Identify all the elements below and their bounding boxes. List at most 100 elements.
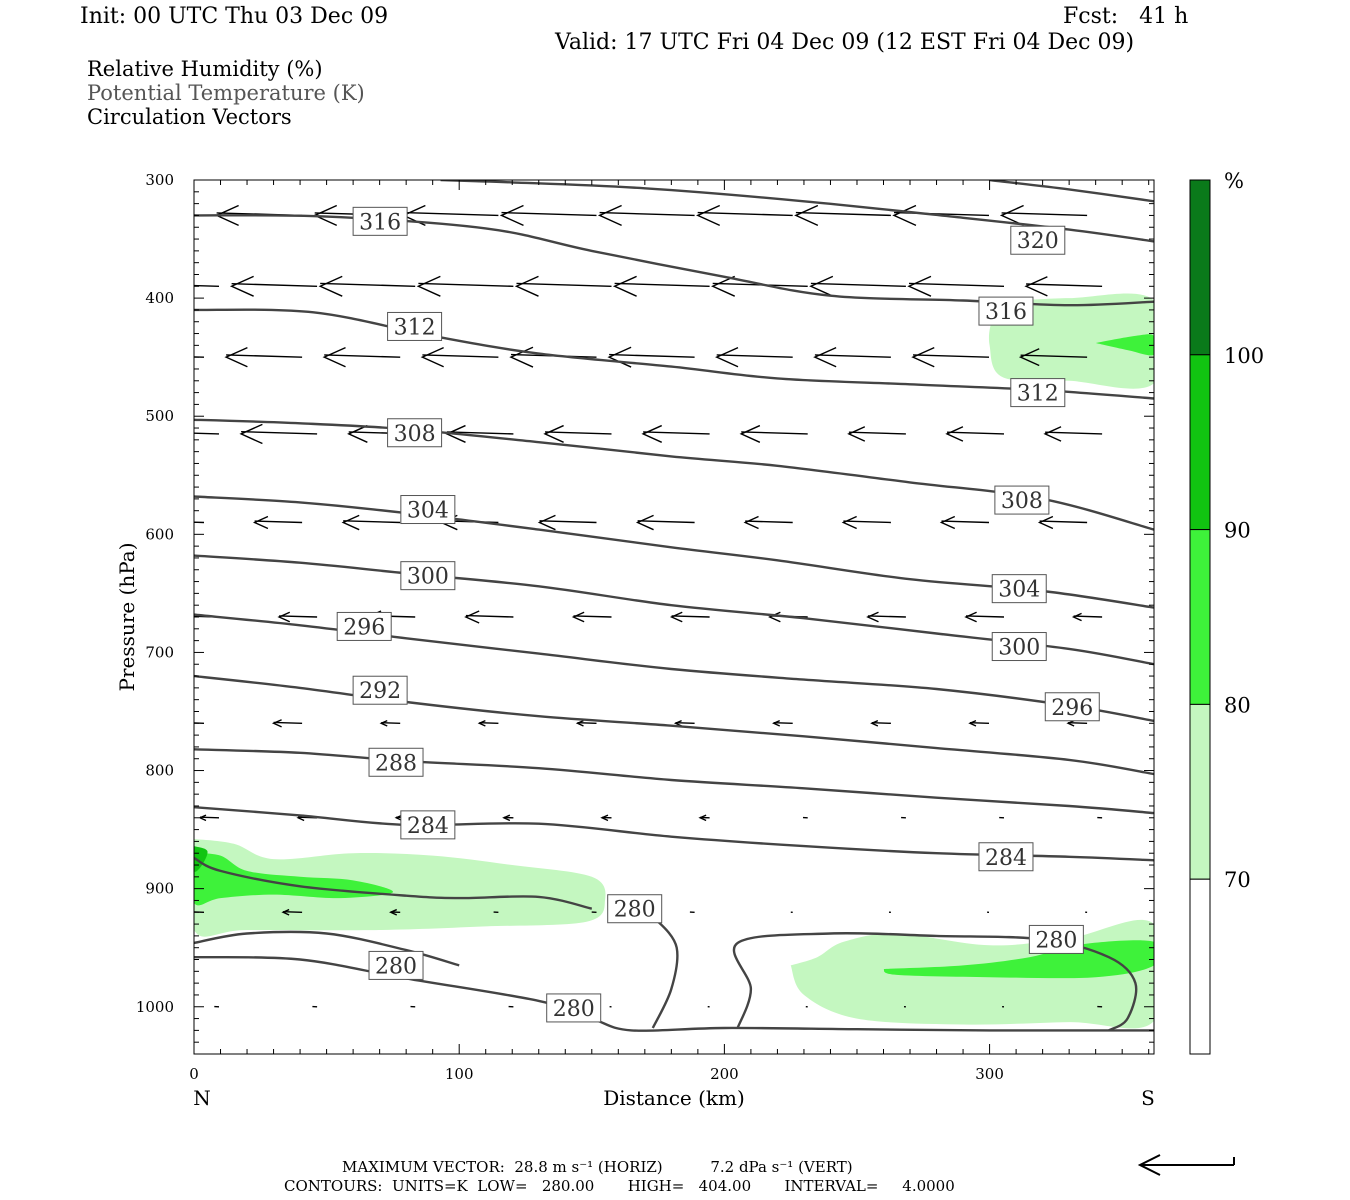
vector-arrow xyxy=(673,719,695,727)
theta-label-text: 284 xyxy=(985,846,1027,871)
vector-arrow xyxy=(318,275,416,297)
vector-arrow xyxy=(1018,348,1088,367)
theta-contour-280 xyxy=(194,955,1154,1032)
theta-contour-320 xyxy=(989,180,1154,203)
theta-contour-280 xyxy=(194,856,593,910)
theta-label-text: 304 xyxy=(998,578,1040,603)
vector-arrow xyxy=(607,346,695,368)
theta-label-304: 304 xyxy=(400,495,456,525)
vector-arrow xyxy=(743,515,793,530)
vector-arrow xyxy=(194,356,205,358)
vector-arrow xyxy=(809,275,906,297)
theta-labels: 320 316 316 312 312 308 308 304 304 300 300 296 296 2… xyxy=(336,206,1100,1023)
vector-arrow xyxy=(224,346,303,368)
x-tick-label: 200 xyxy=(710,1065,739,1083)
valid-time: Valid: 17 UTC Fri 04 Dec 09 (12 EST Fri … xyxy=(555,30,1135,55)
rh-region-4 xyxy=(1095,334,1154,356)
rh-shading xyxy=(194,293,1154,1029)
theta-label-text: 280 xyxy=(375,954,417,979)
vector-arrow xyxy=(715,346,793,368)
vector-arrow xyxy=(999,204,1088,226)
theta-label-300: 300 xyxy=(991,632,1047,662)
colorbar-segment xyxy=(1189,354,1211,531)
vector-arrow xyxy=(813,346,891,368)
y-tick-label: 900 xyxy=(145,880,174,898)
vector-arrow xyxy=(420,346,499,368)
y-tick-label: 500 xyxy=(145,407,174,425)
theta-label-text: 304 xyxy=(407,499,449,524)
theta-label-280: 280 xyxy=(1028,924,1084,954)
theta-label-280: 280 xyxy=(546,993,602,1023)
vector-arrow xyxy=(597,204,695,226)
theta-label-text: 300 xyxy=(407,565,449,590)
vector-arrow xyxy=(1043,426,1103,442)
vector-arrow xyxy=(194,284,220,287)
theta-label-text: 312 xyxy=(1017,382,1059,407)
theta-label-292: 292 xyxy=(352,675,408,705)
vector-arrow xyxy=(194,432,220,435)
vector-arrow xyxy=(964,611,1005,623)
theta-label-text: 284 xyxy=(407,814,449,839)
colorbar-segment xyxy=(1189,179,1211,356)
theta-label-280: 280 xyxy=(607,894,663,924)
theta-label-text: 300 xyxy=(998,636,1040,661)
vector-arrow xyxy=(841,515,891,530)
theta-label-text: 316 xyxy=(985,300,1027,325)
vector-arrow xyxy=(416,275,514,297)
y-tick-label: 800 xyxy=(145,762,174,780)
theta-label-304: 304 xyxy=(991,574,1047,604)
vector-arrow xyxy=(945,426,1005,442)
theta-label-text: 292 xyxy=(359,679,401,704)
theta-label-text: 296 xyxy=(343,615,385,640)
vector-arrow xyxy=(194,214,205,217)
theta-label-text: 288 xyxy=(375,751,417,776)
y-tick-label: 300 xyxy=(145,171,174,189)
vector-arrow xyxy=(1071,612,1103,622)
theta-contour-280 xyxy=(732,931,1138,1032)
vector-arrow xyxy=(669,611,710,623)
colorbar-segment xyxy=(1189,878,1211,1055)
vector-arrow xyxy=(277,611,318,623)
vector-arrow xyxy=(281,908,303,916)
colorbar-level-label: 90 xyxy=(1224,519,1251,543)
vector-arrow xyxy=(1024,276,1103,297)
theta-label-text: 308 xyxy=(1001,489,1043,514)
vector-arrow xyxy=(911,346,990,368)
vector-arrow xyxy=(739,424,808,443)
colorbar-segment xyxy=(1189,703,1211,880)
vector-arrow xyxy=(794,204,891,226)
vector-arrow xyxy=(1066,719,1088,727)
footer-max-vector: MAXIMUM VECTOR: 28.8 m s⁻¹ (HORIZ) 7.2 d… xyxy=(342,1158,853,1176)
theta-label-308: 308 xyxy=(387,418,443,448)
vector-arrow xyxy=(866,611,906,623)
theta-label-316: 316 xyxy=(978,296,1034,326)
theta-label-300: 300 xyxy=(400,561,456,591)
footer-contours: CONTOURS: UNITS=K LOW= 280.00 HIGH= 404.… xyxy=(284,1177,955,1195)
colorbar-segment xyxy=(1189,529,1211,705)
y-axis-title: Pressure (hPa) xyxy=(115,543,139,692)
y-tick-label: 400 xyxy=(145,289,174,307)
vector-arrow xyxy=(252,515,303,530)
vector-arrow xyxy=(696,204,793,226)
vector-arrow xyxy=(271,719,303,728)
colorbar-level-label: 80 xyxy=(1224,693,1251,717)
axes: 300 400 500 600 700 800 900 1000 0 100 200 300 xyxy=(136,171,1154,1083)
vector-arrow xyxy=(711,275,808,297)
y-tick-label: 1000 xyxy=(136,998,174,1016)
theta-contour-288 xyxy=(194,748,1154,815)
y-tick-label: 600 xyxy=(145,525,174,543)
colorbar-level-label: 70 xyxy=(1224,868,1251,892)
theta-label-296: 296 xyxy=(336,611,392,641)
colorbar-level-label: 100 xyxy=(1224,344,1264,368)
theta-contour-312 xyxy=(194,308,1154,400)
rh-region-1 xyxy=(194,853,393,906)
theta-label-284: 284 xyxy=(978,842,1034,872)
vector-arrow xyxy=(322,346,401,368)
vector-arrow xyxy=(698,814,710,822)
vector-arrow xyxy=(537,514,597,531)
theta-label-312: 312 xyxy=(387,311,443,341)
theta-label-text: 296 xyxy=(1051,696,1093,721)
vector-arrow xyxy=(239,423,318,445)
vector-arrow xyxy=(379,719,401,727)
